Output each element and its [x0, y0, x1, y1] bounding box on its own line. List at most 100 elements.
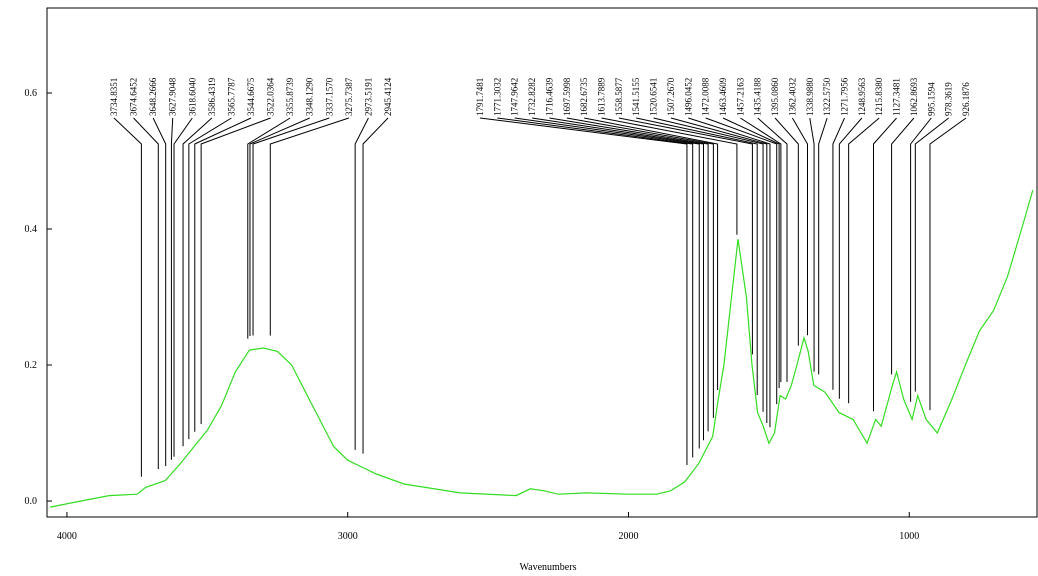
- peak-label: 3337.1570: [324, 77, 334, 116]
- spectrum-line: [49, 190, 1034, 508]
- peak-label: 3565.7787: [226, 77, 236, 116]
- peak-label: 3674.6452: [129, 78, 139, 116]
- peak-label: 3618.6040: [187, 77, 197, 116]
- peak-label: 1747.9642: [510, 78, 520, 116]
- peak-label: 1613.7889: [597, 77, 607, 116]
- peak-line: [354, 117, 369, 450]
- peak-label: 2945.4124: [383, 77, 393, 116]
- peak-label: 2973.5191: [363, 78, 373, 116]
- peak-label: 3275.7387: [344, 77, 354, 116]
- peak-line: [618, 117, 753, 355]
- peak-line: [200, 117, 271, 424]
- peak-label: 978.3619: [944, 82, 954, 116]
- peak-label: 1435.4188: [753, 77, 763, 116]
- x-tick-label: 1000: [899, 531, 919, 542]
- y-tick-label: 0.0: [25, 496, 38, 507]
- peak-line: [722, 117, 780, 389]
- y-tick-label: 0.2: [25, 360, 38, 371]
- peak-label: 3544.6675: [246, 77, 256, 116]
- peak-label: 1507.2670: [666, 77, 676, 116]
- peak-label: 3586.4319: [207, 77, 217, 116]
- peak-line: [152, 117, 167, 467]
- peak-label: 1472.0088: [701, 77, 711, 116]
- peak-label: 3348.1290: [305, 77, 315, 116]
- peak-line: [838, 117, 863, 399]
- peak-line: [133, 117, 159, 470]
- peak-label: 1463.4609: [718, 77, 728, 116]
- peak-line: [929, 117, 967, 411]
- y-tick-label: 0.4: [25, 224, 38, 235]
- peak-label: 3355.8739: [285, 77, 295, 116]
- peak-label: 1558.5877: [614, 77, 624, 116]
- peak-line: [269, 117, 350, 336]
- peak-label: 1215.8380: [874, 77, 884, 116]
- peak-label: 1682.6735: [579, 77, 589, 116]
- peak-label: 1127.3481: [892, 78, 902, 116]
- peak-label: 1062.8693: [909, 77, 919, 116]
- peak-line: [182, 117, 213, 447]
- peak-line: [872, 117, 897, 412]
- peak-line: [194, 117, 252, 432]
- peak-line: [584, 117, 719, 391]
- peak-line: [740, 117, 782, 383]
- peak-line: [566, 117, 714, 418]
- peak-line: [113, 117, 142, 477]
- peak-line: [670, 117, 768, 424]
- peak-label: 1248.9563: [857, 77, 867, 116]
- x-tick-label: 4000: [57, 531, 77, 542]
- peak-line: [757, 117, 788, 382]
- peak-line: [479, 117, 688, 465]
- x-tick-label: 2000: [618, 531, 638, 542]
- peak-line: [247, 117, 291, 339]
- peak-line: [809, 117, 815, 372]
- peak-line: [832, 117, 845, 390]
- peak-label: 1732.8282: [527, 78, 537, 116]
- peak-label: 1771.3032: [492, 78, 502, 116]
- peak-line: [910, 117, 932, 402]
- peak-line: [173, 117, 193, 457]
- peak-line: [848, 117, 880, 404]
- peak-line: [818, 117, 828, 375]
- peak-label: 1457.2163: [735, 77, 745, 116]
- peak-label: 1541.5155: [631, 77, 641, 116]
- x-tick-label: 3000: [338, 531, 358, 542]
- peak-line: [249, 117, 310, 336]
- peak-line: [914, 117, 949, 392]
- peak-label: 995.1594: [926, 82, 936, 116]
- peak-label: 1395.0860: [770, 77, 780, 116]
- peak-line: [497, 117, 694, 458]
- peak-line: [705, 117, 778, 405]
- peak-label: 1338.9880: [805, 77, 815, 116]
- peak-label: 1271.7956: [840, 77, 850, 116]
- peak-label: 1322.5750: [822, 77, 832, 116]
- peak-line: [362, 117, 389, 454]
- peak-line: [636, 117, 758, 396]
- x-axis-label: Wavenumbers: [520, 562, 577, 573]
- peak-line: [514, 117, 700, 449]
- peak-line: [653, 117, 764, 412]
- plot-frame: [46, 7, 1038, 518]
- peak-label: 1520.6541: [649, 78, 659, 116]
- peak-label: 3627.9048: [168, 77, 178, 116]
- peak-label: 3734.8351: [109, 78, 119, 116]
- peak-line: [688, 117, 771, 428]
- peak-line: [774, 117, 799, 346]
- peak-line: [252, 117, 330, 336]
- peak-label: 1362.4032: [787, 78, 797, 116]
- peak-label: 926.1876: [961, 82, 971, 116]
- y-tick-label: 0.6: [25, 88, 38, 99]
- peak-line: [531, 117, 704, 441]
- peak-line: [549, 117, 709, 432]
- peak-line: [791, 117, 808, 336]
- peak-label: 1496.0452: [683, 78, 693, 116]
- peak-line: [188, 117, 232, 440]
- peak-line: [601, 117, 738, 235]
- peak-label: 3522.0364: [266, 77, 276, 116]
- peak-line: [891, 117, 915, 375]
- peak-label: 3648.2666: [148, 77, 158, 116]
- peak-label: 1791.7481: [475, 78, 485, 116]
- peak-label: 1697.5998: [562, 77, 572, 116]
- peak-line: [170, 117, 174, 460]
- peak-label: 1716.4639: [544, 77, 554, 116]
